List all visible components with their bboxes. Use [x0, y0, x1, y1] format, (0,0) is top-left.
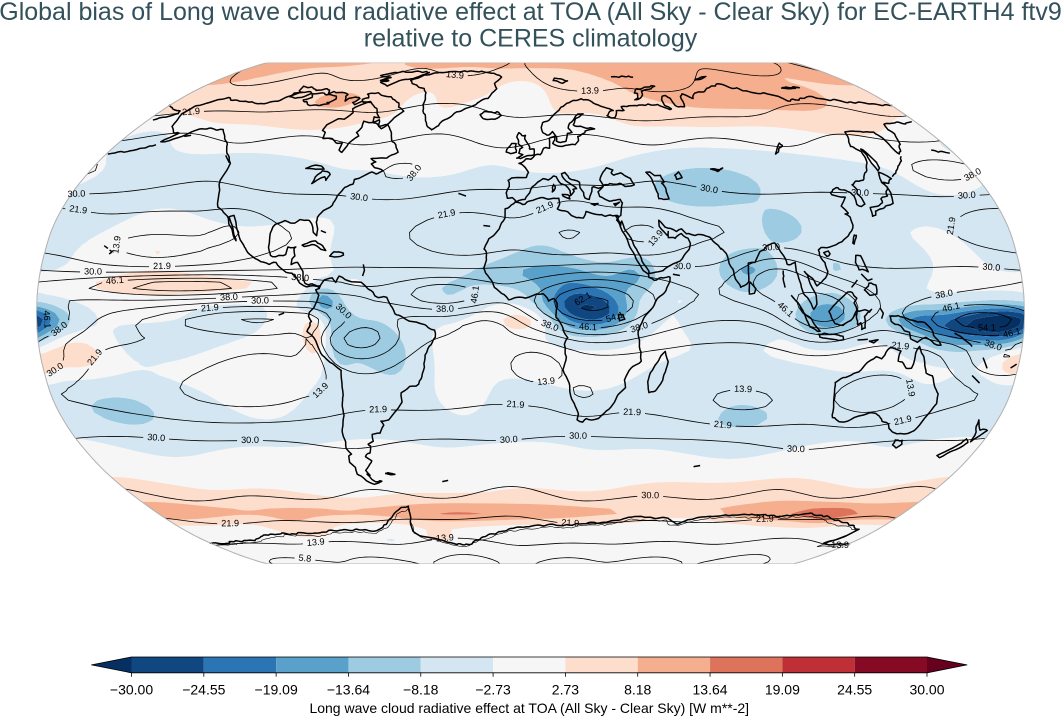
svg-text:30.0: 30.0	[67, 188, 85, 199]
svg-text:38.0: 38.0	[934, 288, 953, 301]
svg-text:21.9: 21.9	[221, 518, 239, 528]
svg-text:13.9: 13.9	[306, 536, 325, 548]
svg-text:30.0: 30.0	[700, 182, 719, 195]
svg-text:21.9: 21.9	[756, 513, 774, 523]
svg-text:30.0: 30.0	[147, 432, 166, 443]
svg-text:19.09: 19.09	[765, 681, 800, 697]
svg-text:30.0: 30.0	[350, 191, 369, 203]
svg-text:13.9: 13.9	[581, 85, 599, 95]
svg-text:21.9: 21.9	[893, 413, 913, 427]
svg-text:13.9: 13.9	[831, 540, 849, 550]
svg-text:30.0: 30.0	[673, 261, 691, 271]
svg-text:21.9: 21.9	[369, 404, 387, 414]
svg-text:21.9: 21.9	[623, 407, 641, 418]
svg-text:38.0: 38.0	[291, 272, 310, 283]
svg-text:30.0: 30.0	[851, 187, 869, 198]
svg-text:46.1: 46.1	[41, 310, 52, 329]
svg-text:21.9: 21.9	[437, 207, 456, 220]
svg-text:−2.73: −2.73	[475, 681, 511, 697]
svg-text:21.9: 21.9	[69, 203, 88, 215]
svg-text:21.9: 21.9	[201, 302, 220, 313]
svg-text:21.9: 21.9	[891, 340, 910, 352]
svg-text:46.1: 46.1	[1002, 326, 1022, 340]
svg-text:30.0: 30.0	[982, 262, 1001, 273]
svg-text:13.9: 13.9	[537, 376, 556, 388]
svg-text:Global bias of Long wave cloud: Global bias of Long wave cloud radiative…	[0, 0, 1061, 26]
svg-text:21.9: 21.9	[945, 216, 958, 235]
svg-text:30.0: 30.0	[958, 190, 976, 201]
svg-text:13.9: 13.9	[734, 384, 752, 395]
svg-text:2.73: 2.73	[552, 681, 579, 697]
svg-text:−24.55: −24.55	[182, 681, 225, 697]
svg-text:−13.64: −13.64	[327, 681, 370, 697]
svg-text:30.0: 30.0	[787, 444, 805, 455]
svg-text:21.9: 21.9	[713, 419, 732, 430]
svg-text:30.0: 30.0	[569, 431, 587, 441]
svg-text:46.1: 46.1	[469, 285, 481, 304]
svg-text:30.0: 30.0	[762, 242, 781, 253]
svg-text:−30.00: −30.00	[110, 681, 153, 697]
svg-text:13.9: 13.9	[904, 378, 917, 397]
svg-text:38.0: 38.0	[220, 292, 238, 303]
svg-text:30.0: 30.0	[84, 266, 102, 276]
svg-text:8.18: 8.18	[624, 681, 651, 697]
svg-text:24.55: 24.55	[837, 681, 872, 697]
svg-text:30.0: 30.0	[500, 434, 518, 445]
svg-text:30.00: 30.00	[909, 681, 944, 697]
svg-text:54.1: 54.1	[978, 323, 996, 333]
svg-text:−19.09: −19.09	[255, 681, 298, 697]
svg-text:relative to CERES climatology: relative to CERES climatology	[364, 25, 698, 53]
svg-text:5.8: 5.8	[298, 553, 312, 564]
svg-text:13.9: 13.9	[436, 532, 455, 543]
svg-text:46.1: 46.1	[579, 321, 597, 332]
svg-text:21.9: 21.9	[153, 261, 171, 271]
svg-text:21.9: 21.9	[182, 106, 201, 117]
svg-text:13.64: 13.64	[693, 681, 728, 697]
svg-text:30.0: 30.0	[251, 295, 269, 305]
svg-text:Long wave cloud radiative effe: Long wave cloud radiative effect at TOA …	[309, 700, 749, 716]
svg-text:46.1: 46.1	[941, 300, 961, 314]
svg-text:30.0: 30.0	[641, 490, 659, 500]
svg-text:46.1: 46.1	[105, 275, 124, 286]
svg-text:−8.18: −8.18	[403, 681, 439, 697]
svg-text:13.9: 13.9	[446, 69, 465, 81]
svg-text:21.9: 21.9	[561, 517, 579, 528]
svg-text:38.0: 38.0	[436, 304, 454, 314]
svg-text:30.0: 30.0	[241, 435, 259, 445]
svg-text:13.9: 13.9	[110, 235, 122, 254]
svg-text:21.9: 21.9	[506, 399, 524, 410]
